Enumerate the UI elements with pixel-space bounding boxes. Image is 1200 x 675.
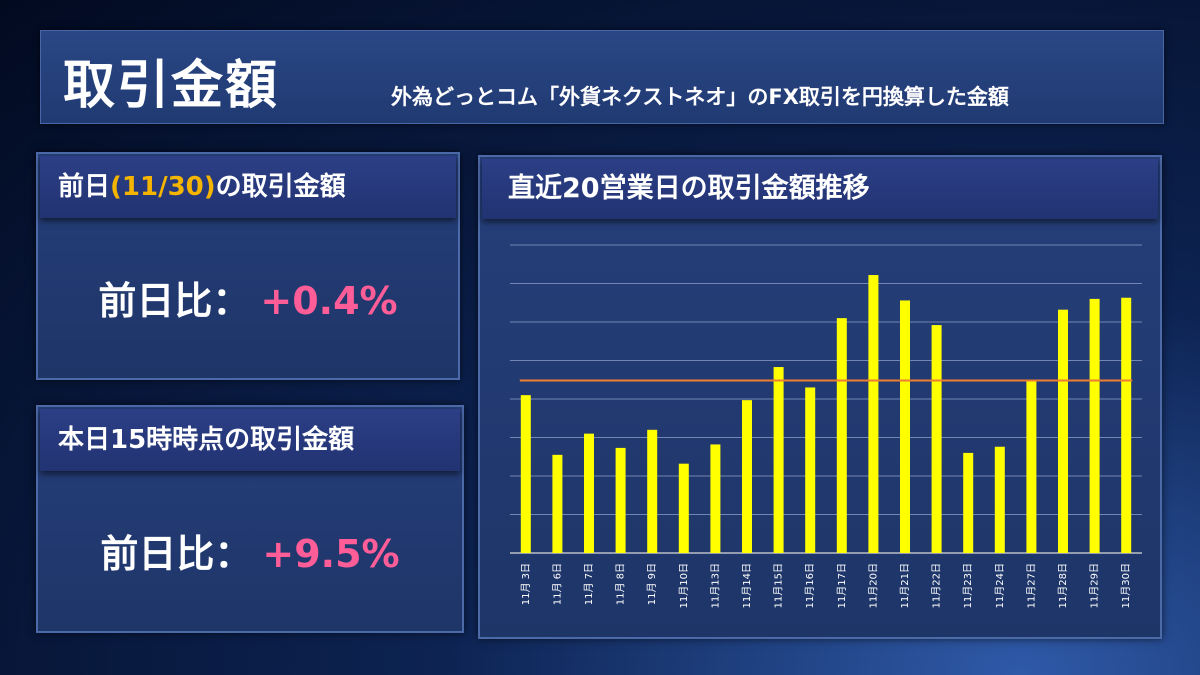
chart-panel: 直近20営業日の取引金額推移 11月 3日 11月 6日 11月 7日 11月 8日 1…	[478, 155, 1162, 639]
x-tick-label: 11月29日	[1089, 563, 1101, 608]
x-tick-label: 11月28日	[1057, 563, 1069, 608]
bar	[552, 454, 563, 553]
bar	[647, 429, 658, 553]
bar	[1026, 379, 1037, 553]
bar	[963, 452, 974, 553]
bar	[805, 387, 816, 553]
x-tick-label: 11月27日	[1025, 563, 1037, 608]
x-tick-label: 11月13日	[709, 563, 721, 608]
bar	[773, 367, 784, 553]
today-label: 前日比：	[100, 532, 253, 576]
bar	[994, 446, 1005, 553]
previous-day-title-suffix: の取引金額	[215, 172, 346, 202]
bar	[520, 395, 531, 553]
bar	[710, 444, 721, 553]
previous-day-change-value: +0.4%	[260, 279, 398, 323]
x-tick-label: 11月23日	[962, 563, 974, 608]
x-tick-label: 11月 3日	[520, 563, 532, 605]
x-tick-label: 11月24日	[994, 563, 1006, 608]
today-metric: 前日比： +9.5%	[38, 523, 462, 578]
previous-day-panel: 前日(11/30)の取引金額 前日比： +0.4%	[36, 152, 460, 380]
bar-chart: 11月 3日 11月 6日 11月 7日 11月 8日 11月 9日 11月10日 11月1…	[510, 244, 1142, 608]
previous-day-date: (11/30)	[110, 172, 216, 202]
page-title: 取引金額	[63, 56, 280, 116]
x-tick-label: 11月17日	[836, 563, 848, 608]
bar	[1058, 309, 1068, 553]
previous-day-panel-title: 前日(11/30)の取引金額	[40, 156, 456, 218]
bar	[678, 463, 689, 553]
bar	[584, 433, 594, 553]
x-tick-label: 11月30日	[1120, 563, 1132, 608]
x-tick-label: 11月14日	[741, 563, 753, 608]
x-tick-label: 11月20日	[867, 563, 879, 608]
today-panel: 本日15時時点の取引金額 前日比： +9.5%	[36, 405, 464, 633]
x-tick-label: 11月16日	[804, 563, 816, 608]
x-tick-label: 11月 8日	[615, 563, 627, 605]
bar	[1089, 298, 1100, 553]
x-tick-label: 11月10日	[678, 563, 690, 608]
previous-day-label: 前日比：	[98, 279, 251, 323]
x-tick-label: 11月 6日	[551, 563, 563, 605]
bar	[1121, 297, 1132, 553]
today-change-value: +9.5%	[262, 532, 400, 576]
bar	[868, 275, 879, 553]
page-subtitle: 外為どっとコム「外貨ネクストネオ」のFX取引を円換算した金額	[391, 85, 1009, 109]
x-tick-label: 11月 7日	[583, 563, 595, 605]
bar	[742, 400, 752, 553]
bar	[900, 300, 910, 553]
previous-day-metric: 前日比： +0.4%	[38, 270, 458, 325]
previous-day-title-prefix: 前日	[58, 172, 111, 202]
x-tick-label: 11月22日	[931, 563, 943, 608]
bar	[931, 325, 942, 553]
bar	[615, 447, 626, 553]
x-tick-label: 11月 9日	[646, 563, 658, 605]
header-banner: 取引金額 外為どっとコム「外貨ネクストネオ」のFX取引を円換算した金額	[40, 30, 1164, 124]
today-panel-title: 本日15時時点の取引金額	[40, 409, 460, 471]
chart-title: 直近20営業日の取引金額推移	[482, 159, 1158, 219]
bar	[836, 318, 847, 553]
x-tick-label: 11月15日	[773, 563, 785, 608]
x-tick-label: 11月21日	[899, 563, 911, 608]
